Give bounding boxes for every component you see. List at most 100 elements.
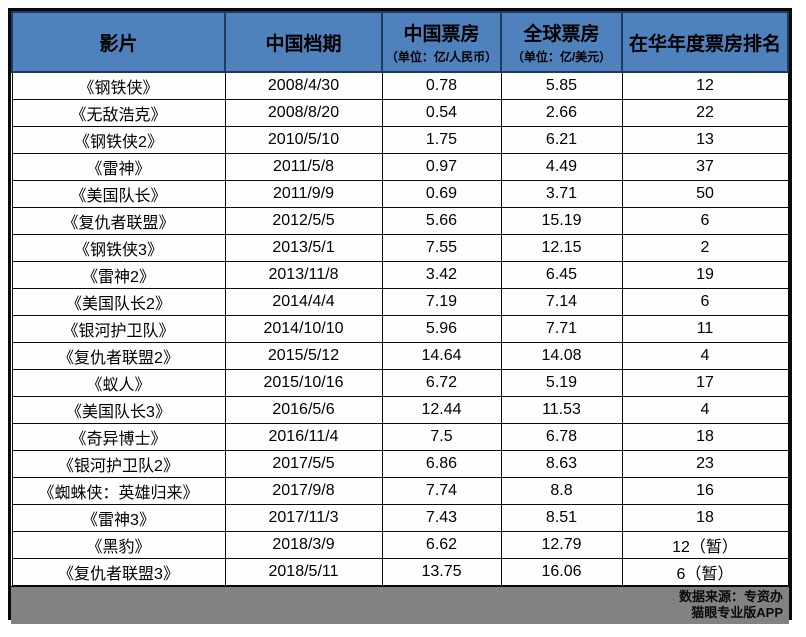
cell-china-release: 2017/9/8 <box>224 477 383 505</box>
table-row: 《美国队长》 2011/9/9 0.69 3.71 50 <box>11 180 789 208</box>
cell-china-release: 2017/5/5 <box>224 450 383 478</box>
cell-china-release: 2016/11/4 <box>224 423 383 451</box>
cell-china-boxoffice: 14.64 <box>381 342 502 370</box>
cell-china-boxoffice: 6.62 <box>381 531 502 559</box>
cell-film: 《复仇者联盟2》 <box>11 342 226 370</box>
cell-china-boxoffice: 5.96 <box>381 315 502 343</box>
cell-china-boxoffice: 0.69 <box>381 180 502 208</box>
cell-annual-rank: 6 <box>621 288 789 316</box>
cell-global-boxoffice: 11.53 <box>500 396 623 424</box>
table-row: 《雷神3》 2017/11/3 7.43 8.51 18 <box>11 504 789 532</box>
cell-annual-rank: 18 <box>621 504 789 532</box>
cell-film: 《银河护卫队》 <box>11 315 226 343</box>
cell-film: 《美国队长3》 <box>11 396 226 424</box>
cell-china-release: 2011/9/9 <box>224 180 383 208</box>
cell-film: 《美国队长2》 <box>11 288 226 316</box>
cell-film: 《复仇者联盟》 <box>11 207 226 235</box>
cell-china-release: 2017/11/3 <box>224 504 383 532</box>
table-row: 《复仇者联盟》 2012/5/5 5.66 15.19 6 <box>11 207 789 235</box>
box-office-table: 影片 中国档期 中国票房 （单位：亿/人民币） 全球票房 （单位：亿/美元） 在… <box>11 11 789 586</box>
cell-global-boxoffice: 7.71 <box>500 315 623 343</box>
cell-global-boxoffice: 14.08 <box>500 342 623 370</box>
cell-china-boxoffice: 7.74 <box>381 477 502 505</box>
table-row: 《黑豹》 2018/3/9 6.62 12.79 12（暂） <box>11 531 789 559</box>
cell-film: 《复仇者联盟3》 <box>11 558 226 586</box>
cell-annual-rank: 4 <box>621 342 789 370</box>
cell-global-boxoffice: 4.49 <box>500 153 623 181</box>
cell-china-release: 2014/4/4 <box>224 288 383 316</box>
cell-film: 《雷神2》 <box>11 261 226 289</box>
cell-global-boxoffice: 5.85 <box>500 71 623 100</box>
cell-film: 《黑豹》 <box>11 531 226 559</box>
cell-china-boxoffice: 7.19 <box>381 288 502 316</box>
column-header-film-label: 影片 <box>99 33 138 55</box>
cell-film: 《蚁人》 <box>11 369 226 397</box>
table-header: 影片 中国档期 中国票房 （单位：亿/人民币） 全球票房 （单位：亿/美元） 在… <box>11 11 789 73</box>
cell-global-boxoffice: 15.19 <box>500 207 623 235</box>
table-row: 《雷神》 2011/5/8 0.97 4.49 37 <box>11 153 789 181</box>
table-row: 《美国队长3》 2016/5/6 12.44 11.53 4 <box>11 396 789 424</box>
cell-annual-rank: 23 <box>621 450 789 478</box>
column-header-global-boxoffice-label: 全球票房 <box>523 24 600 45</box>
table-row: 《雷神2》 2013/11/8 3.42 6.45 19 <box>11 261 789 289</box>
cell-china-release: 2008/4/30 <box>224 71 383 100</box>
cell-film: 《无敌浩克》 <box>11 99 226 127</box>
table-body: 《钢铁侠》 2008/4/30 0.78 5.85 12 《无敌浩克》 2008/8/20 0… <box>11 71 789 586</box>
cell-china-release: 2015/5/12 <box>224 342 383 370</box>
data-source-note: 数据来源：专资办 猫眼专业版APP <box>11 586 789 624</box>
cell-china-boxoffice: 7.5 <box>381 423 502 451</box>
cell-annual-rank: 12（暂） <box>621 531 789 559</box>
cell-film: 《雷神》 <box>11 153 226 181</box>
table-row: 《钢铁侠3》 2013/5/1 7.55 12.15 2 <box>11 234 789 262</box>
cell-film: 《奇异博士》 <box>11 423 226 451</box>
column-header-annual-rank-label: 在华年度票房排名 <box>628 33 781 55</box>
cell-film: 《银河护卫队2》 <box>11 450 226 478</box>
cell-china-release: 2011/5/8 <box>224 153 383 181</box>
cell-china-release: 2014/10/10 <box>224 315 383 343</box>
cell-global-boxoffice: 6.21 <box>500 126 623 154</box>
cell-film: 《蜘蛛侠：英雄归来》 <box>11 477 226 505</box>
cell-annual-rank: 4 <box>621 396 789 424</box>
cell-film: 《美国队长》 <box>11 180 226 208</box>
cell-global-boxoffice: 8.63 <box>500 450 623 478</box>
cell-china-release: 2016/5/6 <box>224 396 383 424</box>
cell-global-boxoffice: 8.51 <box>500 504 623 532</box>
cell-global-boxoffice: 6.78 <box>500 423 623 451</box>
cell-china-release: 2013/5/1 <box>224 234 383 262</box>
header-row: 影片 中国档期 中国票房 （单位：亿/人民币） 全球票房 （单位：亿/美元） 在… <box>11 11 789 73</box>
cell-china-release: 2018/3/9 <box>224 531 383 559</box>
cell-annual-rank: 17 <box>621 369 789 397</box>
cell-film: 《钢铁侠3》 <box>11 234 226 262</box>
data-source-line1: 数据来源：专资办 <box>678 589 783 604</box>
cell-china-boxoffice: 6.72 <box>381 369 502 397</box>
cell-global-boxoffice: 12.15 <box>500 234 623 262</box>
cell-china-release: 2010/5/10 <box>224 126 383 154</box>
cell-global-boxoffice: 2.66 <box>500 99 623 127</box>
column-header-film: 影片 <box>11 11 226 73</box>
cell-global-boxoffice: 12.79 <box>500 531 623 559</box>
cell-china-boxoffice: 0.78 <box>381 71 502 100</box>
cell-china-boxoffice: 5.66 <box>381 207 502 235</box>
cell-annual-rank: 18 <box>621 423 789 451</box>
cell-china-boxoffice: 12.44 <box>381 396 502 424</box>
cell-global-boxoffice: 16.06 <box>500 558 623 586</box>
cell-global-boxoffice: 5.19 <box>500 369 623 397</box>
column-header-china-release: 中国档期 <box>224 11 383 73</box>
cell-global-boxoffice: 3.71 <box>500 180 623 208</box>
cell-china-boxoffice: 13.75 <box>381 558 502 586</box>
table-row: 《奇异博士》 2016/11/4 7.5 6.78 18 <box>11 423 789 451</box>
table-row: 《蜘蛛侠：英雄归来》 2017/9/8 7.74 8.8 16 <box>11 477 789 505</box>
cell-china-release: 2018/5/11 <box>224 558 383 586</box>
column-header-china-boxoffice-label: 中国票房 <box>403 24 480 45</box>
cell-china-boxoffice: 0.54 <box>381 99 502 127</box>
cell-china-boxoffice: 3.42 <box>381 261 502 289</box>
cell-annual-rank: 6（暂） <box>621 558 789 586</box>
cell-annual-rank: 16 <box>621 477 789 505</box>
cell-film: 《钢铁侠》 <box>11 71 226 100</box>
cell-annual-rank: 22 <box>621 99 789 127</box>
column-header-global-boxoffice-unit: （单位：亿/美元） <box>511 50 612 64</box>
cell-annual-rank: 2 <box>621 234 789 262</box>
cell-china-release: 2008/8/20 <box>224 99 383 127</box>
cell-china-boxoffice: 6.86 <box>381 450 502 478</box>
cell-china-release: 2015/10/16 <box>224 369 383 397</box>
